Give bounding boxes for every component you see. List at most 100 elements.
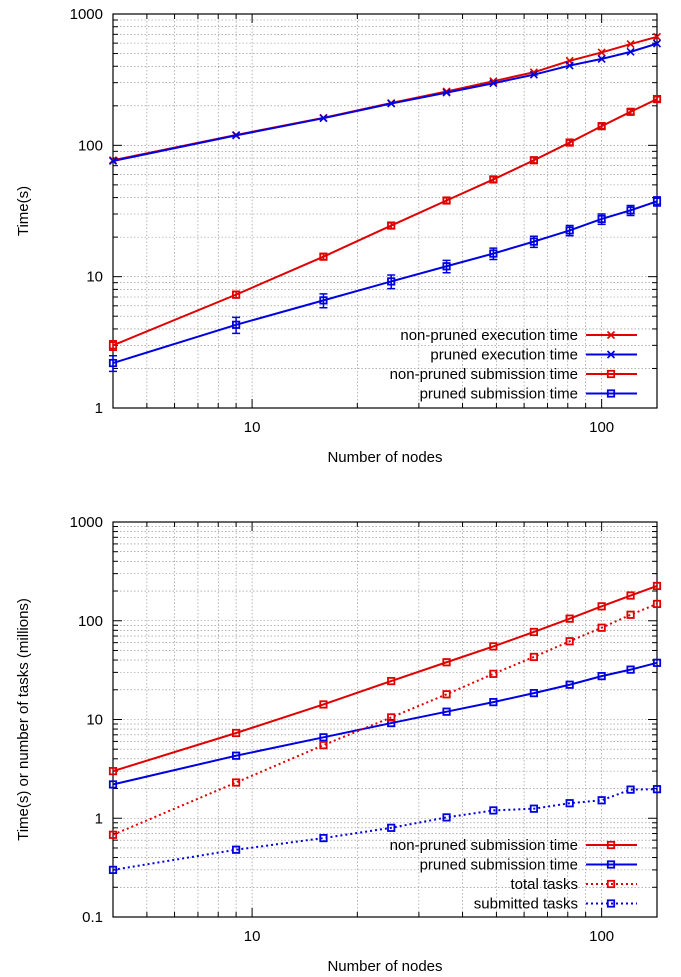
data-point <box>442 690 451 699</box>
data-point <box>387 99 396 108</box>
y-axis-label: Time(s) or number of tasks (millions) <box>15 598 32 841</box>
data-point <box>319 252 328 261</box>
data-point <box>652 785 662 794</box>
data-point <box>597 796 606 805</box>
series-pruned-submission-time <box>108 196 662 373</box>
data-point <box>387 823 396 832</box>
data-point <box>652 197 662 206</box>
data-point <box>529 156 538 165</box>
y-tick-label: 1 <box>95 400 103 417</box>
data-point <box>565 226 574 235</box>
legend-label: pruned submission time <box>420 857 578 874</box>
data-point <box>565 614 574 623</box>
data-point <box>387 277 396 286</box>
series-pruned-execution-time <box>108 39 662 166</box>
data-point <box>529 70 538 79</box>
y-tick-label: 0.1 <box>82 909 103 926</box>
y-tick-label: 1000 <box>70 6 103 23</box>
data-point <box>626 40 635 49</box>
error-bar <box>319 293 328 309</box>
plot-frame <box>112 521 658 918</box>
data-point <box>489 806 498 815</box>
legend-swatch-marker <box>606 840 616 850</box>
data-point <box>597 54 606 63</box>
data-point <box>319 114 328 123</box>
legend-entry: non-pruned submission time <box>390 366 637 383</box>
data-point <box>626 665 635 674</box>
legend-label: submitted tasks <box>474 896 578 913</box>
data-point <box>565 138 574 147</box>
y-tick-label: 10 <box>86 269 103 286</box>
x-axis-label: Number of nodes <box>327 958 442 975</box>
series-line <box>112 42 658 162</box>
legend-label: non-pruned execution time <box>400 327 578 344</box>
y-tick-label: 10 <box>86 712 103 729</box>
legend-swatch-marker <box>606 369 616 379</box>
series-submitted-tasks <box>108 785 662 874</box>
data-point <box>232 778 241 787</box>
legend-swatch-marker <box>606 879 616 889</box>
data-point <box>597 602 606 611</box>
data-point <box>489 698 498 707</box>
data-point <box>652 581 662 591</box>
series-line <box>112 661 658 786</box>
data-point <box>489 79 498 88</box>
data-point <box>626 206 635 215</box>
legend-entry: pruned submission time <box>420 386 637 403</box>
data-point <box>108 341 118 350</box>
series-line <box>112 98 658 347</box>
legend-swatch-marker <box>606 330 616 340</box>
data-point <box>319 700 328 709</box>
data-point <box>529 627 538 637</box>
data-point <box>108 767 118 776</box>
data-point <box>442 196 451 205</box>
legend-entry: pruned execution time <box>430 347 637 364</box>
data-point <box>565 799 574 808</box>
data-point <box>529 689 538 698</box>
data-point <box>442 658 451 667</box>
legend-swatch-marker <box>606 389 616 398</box>
legend-label: pruned submission time <box>420 386 578 403</box>
grid <box>113 522 657 917</box>
y-tick-label: 1000 <box>70 514 103 531</box>
data-point <box>597 48 606 57</box>
legend-entry: non-pruned execution time <box>400 327 637 344</box>
legend-entry: non-pruned submission time <box>390 837 637 854</box>
data-point <box>319 296 328 305</box>
data-point <box>597 672 606 681</box>
x-tick-label: 100 <box>589 928 614 945</box>
series-line <box>112 35 658 162</box>
data-point <box>108 780 118 789</box>
series-line <box>112 585 658 773</box>
data-point <box>626 107 635 116</box>
error-bar <box>387 274 396 290</box>
x-tick-label: 10 <box>244 419 261 436</box>
legend-label: non-pruned submission time <box>390 837 578 854</box>
data-point <box>442 707 451 716</box>
data-point <box>232 290 241 299</box>
data-point <box>442 262 451 271</box>
legend-swatch-marker <box>606 350 616 359</box>
series-pruned-submission-time <box>108 658 662 789</box>
data-point <box>108 156 118 166</box>
data-point <box>652 658 662 667</box>
series-line <box>112 788 658 871</box>
data-point <box>626 47 635 56</box>
data-point <box>489 249 498 258</box>
legend-entry: total tasks <box>510 876 637 893</box>
chart-top-execution-and-submission-times: 1 10 100 1000 10 100 Number of nodes Time(s) non… <box>15 6 662 466</box>
data-point <box>108 830 118 839</box>
data-point <box>387 676 396 686</box>
data-point <box>529 237 538 246</box>
data-point <box>597 214 606 224</box>
y-tick-label: 100 <box>78 137 103 154</box>
error-bar <box>232 316 241 335</box>
legend-entry: submitted tasks <box>474 896 637 913</box>
data-point <box>652 94 662 104</box>
data-point <box>565 680 574 689</box>
data-point <box>232 320 241 329</box>
data-point <box>232 751 241 760</box>
grid <box>113 14 657 408</box>
series-non-pruned-submission-time <box>108 581 662 776</box>
